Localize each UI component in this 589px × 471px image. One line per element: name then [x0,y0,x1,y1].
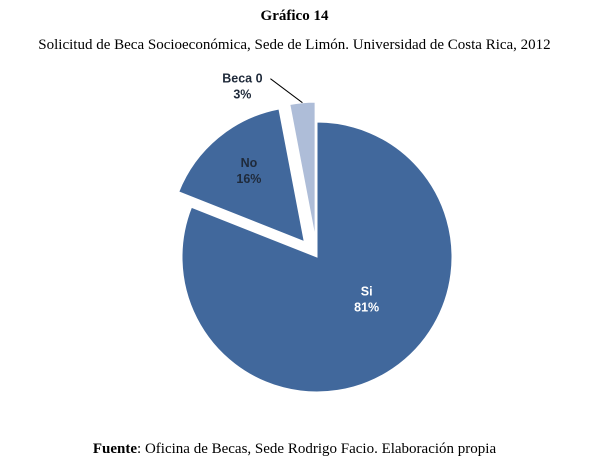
slice-label-no: No [241,156,258,170]
pie-slice-si [181,121,453,393]
chart-title: Gráfico 14 [260,8,329,24]
source-text: : Oficina de Becas, Sede Rodrigo Facio. … [137,441,497,457]
chart-source: Fuente: Oficina de Becas, Sede Rodrigo F… [0,441,589,458]
source-prefix: Fuente [92,441,138,457]
slice-value-beca-0: 3% [233,88,251,102]
slice-value-si: 81% [354,300,379,314]
pie-slice-no [178,108,305,243]
slice-value-no: 16% [236,172,261,186]
slice-label-si: Si [361,284,373,298]
slice-label-beca-0: Beca 0 [222,72,262,86]
leader-line-beca-0 [270,78,303,104]
chart-subtitle: Solicitud de Beca Socioeconómica, Sede d… [38,37,551,53]
